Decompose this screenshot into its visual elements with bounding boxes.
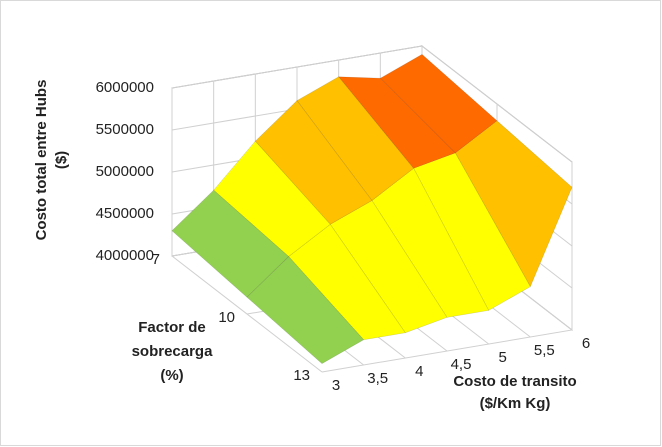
x-axis-title: Costo de transito xyxy=(453,373,576,390)
x-tick-label: 6 xyxy=(582,335,590,352)
y-tick-label: 13 xyxy=(293,367,310,384)
y-tick-label: 10 xyxy=(218,309,235,326)
z-axis-title-line: Costo total entre Hubs xyxy=(33,80,50,241)
surface-cell xyxy=(454,120,573,288)
labels: 4000000 4500000 5000000 5500000 6000000 7 10 13… xyxy=(33,79,590,412)
z-tick-label: 5500000 xyxy=(96,121,154,138)
surface-cell xyxy=(171,189,290,298)
z-tick-label: 4500000 xyxy=(96,205,154,222)
y-axis-title: (%) xyxy=(160,367,183,384)
z-tick-label: 4000000 xyxy=(96,247,154,264)
y-tick-label: 7 xyxy=(152,251,160,268)
surface-cell xyxy=(246,256,365,364)
x-tick-label: 3,5 xyxy=(367,370,388,387)
z-axis-title-line: ($) xyxy=(53,151,70,169)
x-tick-label: 5 xyxy=(498,349,506,366)
y-axis-title: sobrecarga xyxy=(132,343,214,360)
z-tick-label: 6000000 xyxy=(96,79,154,96)
z-axis-title: Costo total entre Hubs ($) xyxy=(33,80,70,241)
x-tick-label: 3 xyxy=(332,377,340,394)
x-tick-label: 4 xyxy=(415,363,423,380)
x-tick-label: 4,5 xyxy=(451,356,472,373)
z-tick-label: 5000000 xyxy=(96,163,154,180)
y-axis-title: Factor de xyxy=(138,319,206,336)
surface xyxy=(171,54,573,364)
x-tick-label: 5,5 xyxy=(534,342,555,359)
x-axis-title: ($/Km Kg) xyxy=(480,395,551,412)
surface-cell xyxy=(413,152,531,311)
floor-grid xyxy=(321,162,573,373)
